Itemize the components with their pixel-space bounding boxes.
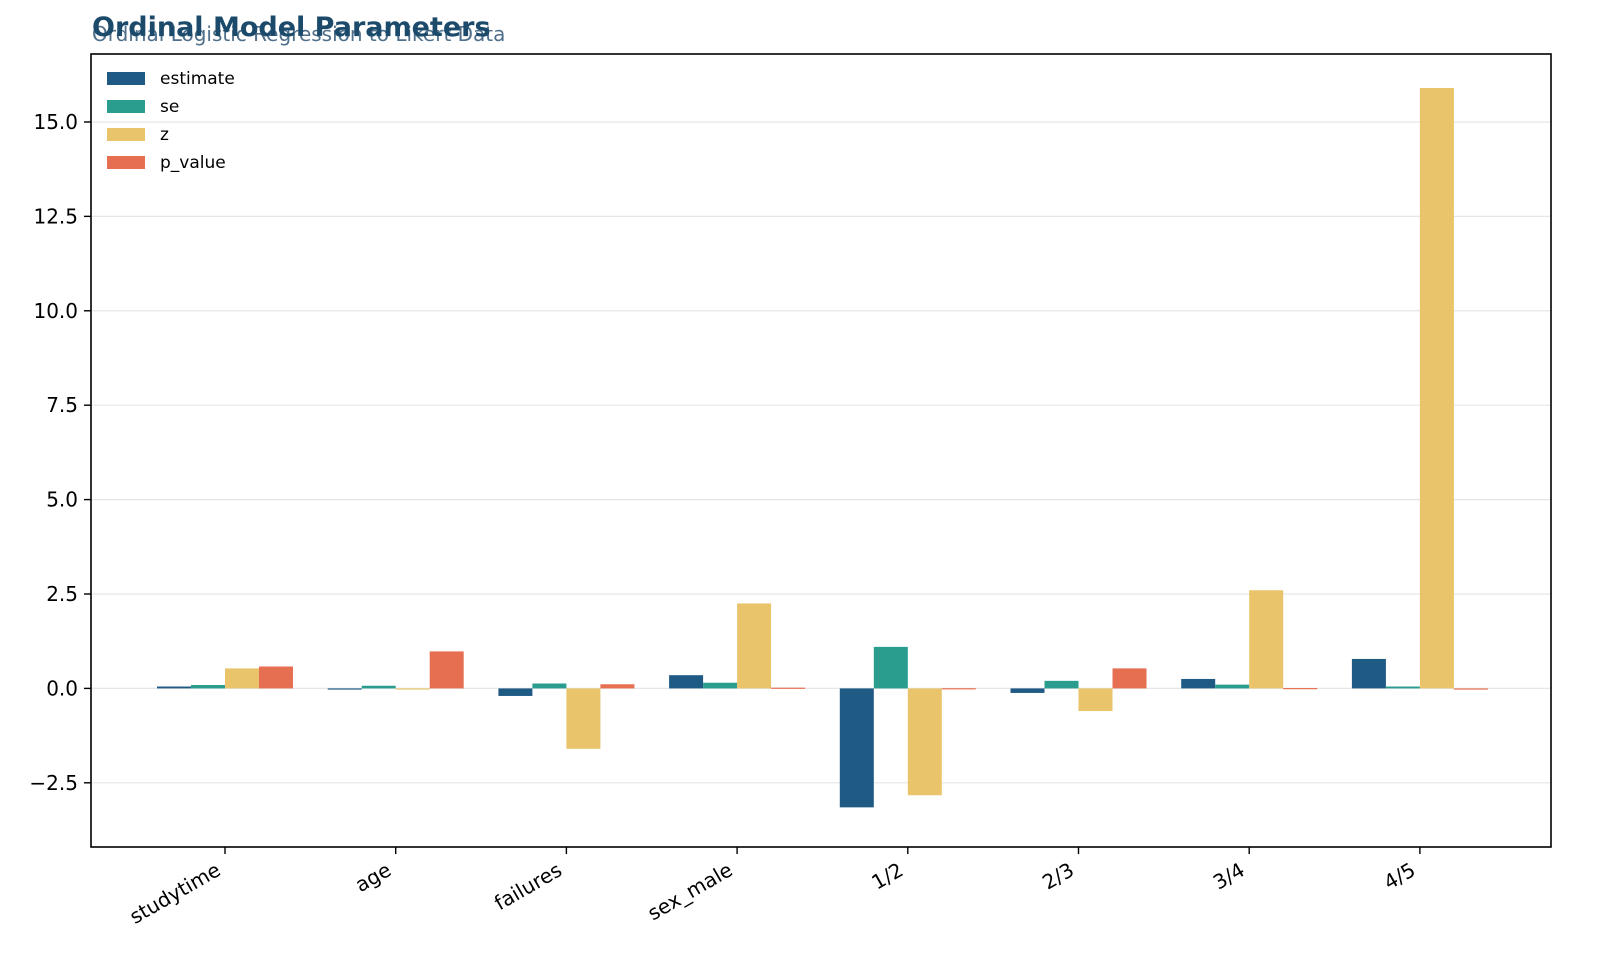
bar-se-6: [1215, 684, 1250, 689]
chart-subtitle: Ordinal Logistic Regression to Likert Da…: [92, 22, 506, 46]
bar-estimate-6: [1181, 678, 1216, 689]
chart-title: Ordinal Model Parameters: [92, 12, 491, 43]
x-axis: studytime age failures sex_male 1/2 2/3 3/4 4/5: [125, 847, 1421, 929]
bar-estimate-7: [1351, 658, 1386, 689]
bar-estimate-0: [157, 686, 191, 689]
y-tick-label: −2.5: [29, 771, 78, 795]
grid-lines: [91, 121, 1551, 784]
x-tick-label: age: [351, 858, 395, 897]
bar-se-2: [532, 683, 567, 689]
bar-p-value-3: [771, 687, 806, 689]
y-tick-label: 15.0: [33, 110, 78, 134]
bar-z-2: [566, 688, 601, 749]
bar-p-value-4: [941, 688, 976, 690]
legend: estimate se z p_value: [107, 69, 235, 173]
bar-se-0: [191, 685, 225, 689]
y-tick-label: 2.5: [46, 582, 78, 606]
bar-se-1: [361, 685, 396, 689]
bar-p-value-1: [429, 651, 464, 689]
bar-estimate-3: [669, 675, 704, 689]
x-tick-label: 3/4: [1209, 858, 1249, 895]
bar-z-0: [225, 668, 259, 689]
bar-z-5: [1078, 688, 1113, 712]
legend-swatch-z: [107, 128, 145, 141]
legend-label: z: [160, 125, 169, 145]
legend-swatch-estimate: [107, 72, 145, 85]
y-axis: −2.5 0.0 2.5 5.0 7.5 10.0 12.5 15.0: [29, 110, 91, 795]
bar-se-5: [1044, 680, 1079, 689]
x-tick-label: 1/2: [867, 858, 907, 895]
bar-estimate-2: [498, 688, 533, 696]
bar-estimate-4: [839, 688, 874, 808]
y-tick-label: 12.5: [33, 204, 78, 228]
y-tick-label: 0.0: [46, 676, 78, 700]
bar-se-3: [703, 682, 738, 689]
bar-z-7: [1419, 87, 1454, 689]
bar-se-7: [1385, 686, 1420, 689]
legend-label: estimate: [160, 69, 235, 89]
plot-area-frame: [90, 53, 1552, 848]
bar-p-value-2: [600, 684, 635, 689]
x-tick-label: failures: [490, 858, 566, 916]
legend-label: se: [160, 97, 179, 117]
bar-se-4: [873, 646, 908, 689]
bar-estimate-5: [1010, 688, 1045, 693]
bar-p-value-5: [1112, 668, 1147, 689]
bar-z-4: [907, 688, 942, 796]
x-tick-label: 2/3: [1038, 858, 1078, 895]
bar-p-value-7: [1453, 688, 1488, 690]
bar-p-value-6: [1283, 688, 1318, 690]
y-tick-label: 10.0: [33, 299, 78, 323]
bar-z-6: [1249, 590, 1284, 689]
bars: [157, 87, 1488, 808]
x-tick-label: studytime: [125, 858, 224, 929]
y-tick-label: 7.5: [46, 393, 78, 417]
bar-p-value-0: [259, 666, 293, 689]
bar-z-1: [395, 688, 430, 690]
legend-label: p_value: [160, 153, 226, 173]
y-tick-label: 5.0: [46, 488, 78, 512]
legend-swatch-se: [107, 100, 145, 113]
bar-z-3: [737, 603, 772, 689]
x-tick-label: 4/5: [1380, 858, 1420, 895]
legend-swatch-p-value: [107, 156, 145, 169]
bar-estimate-1: [327, 688, 362, 690]
x-tick-label: sex_male: [643, 858, 736, 926]
